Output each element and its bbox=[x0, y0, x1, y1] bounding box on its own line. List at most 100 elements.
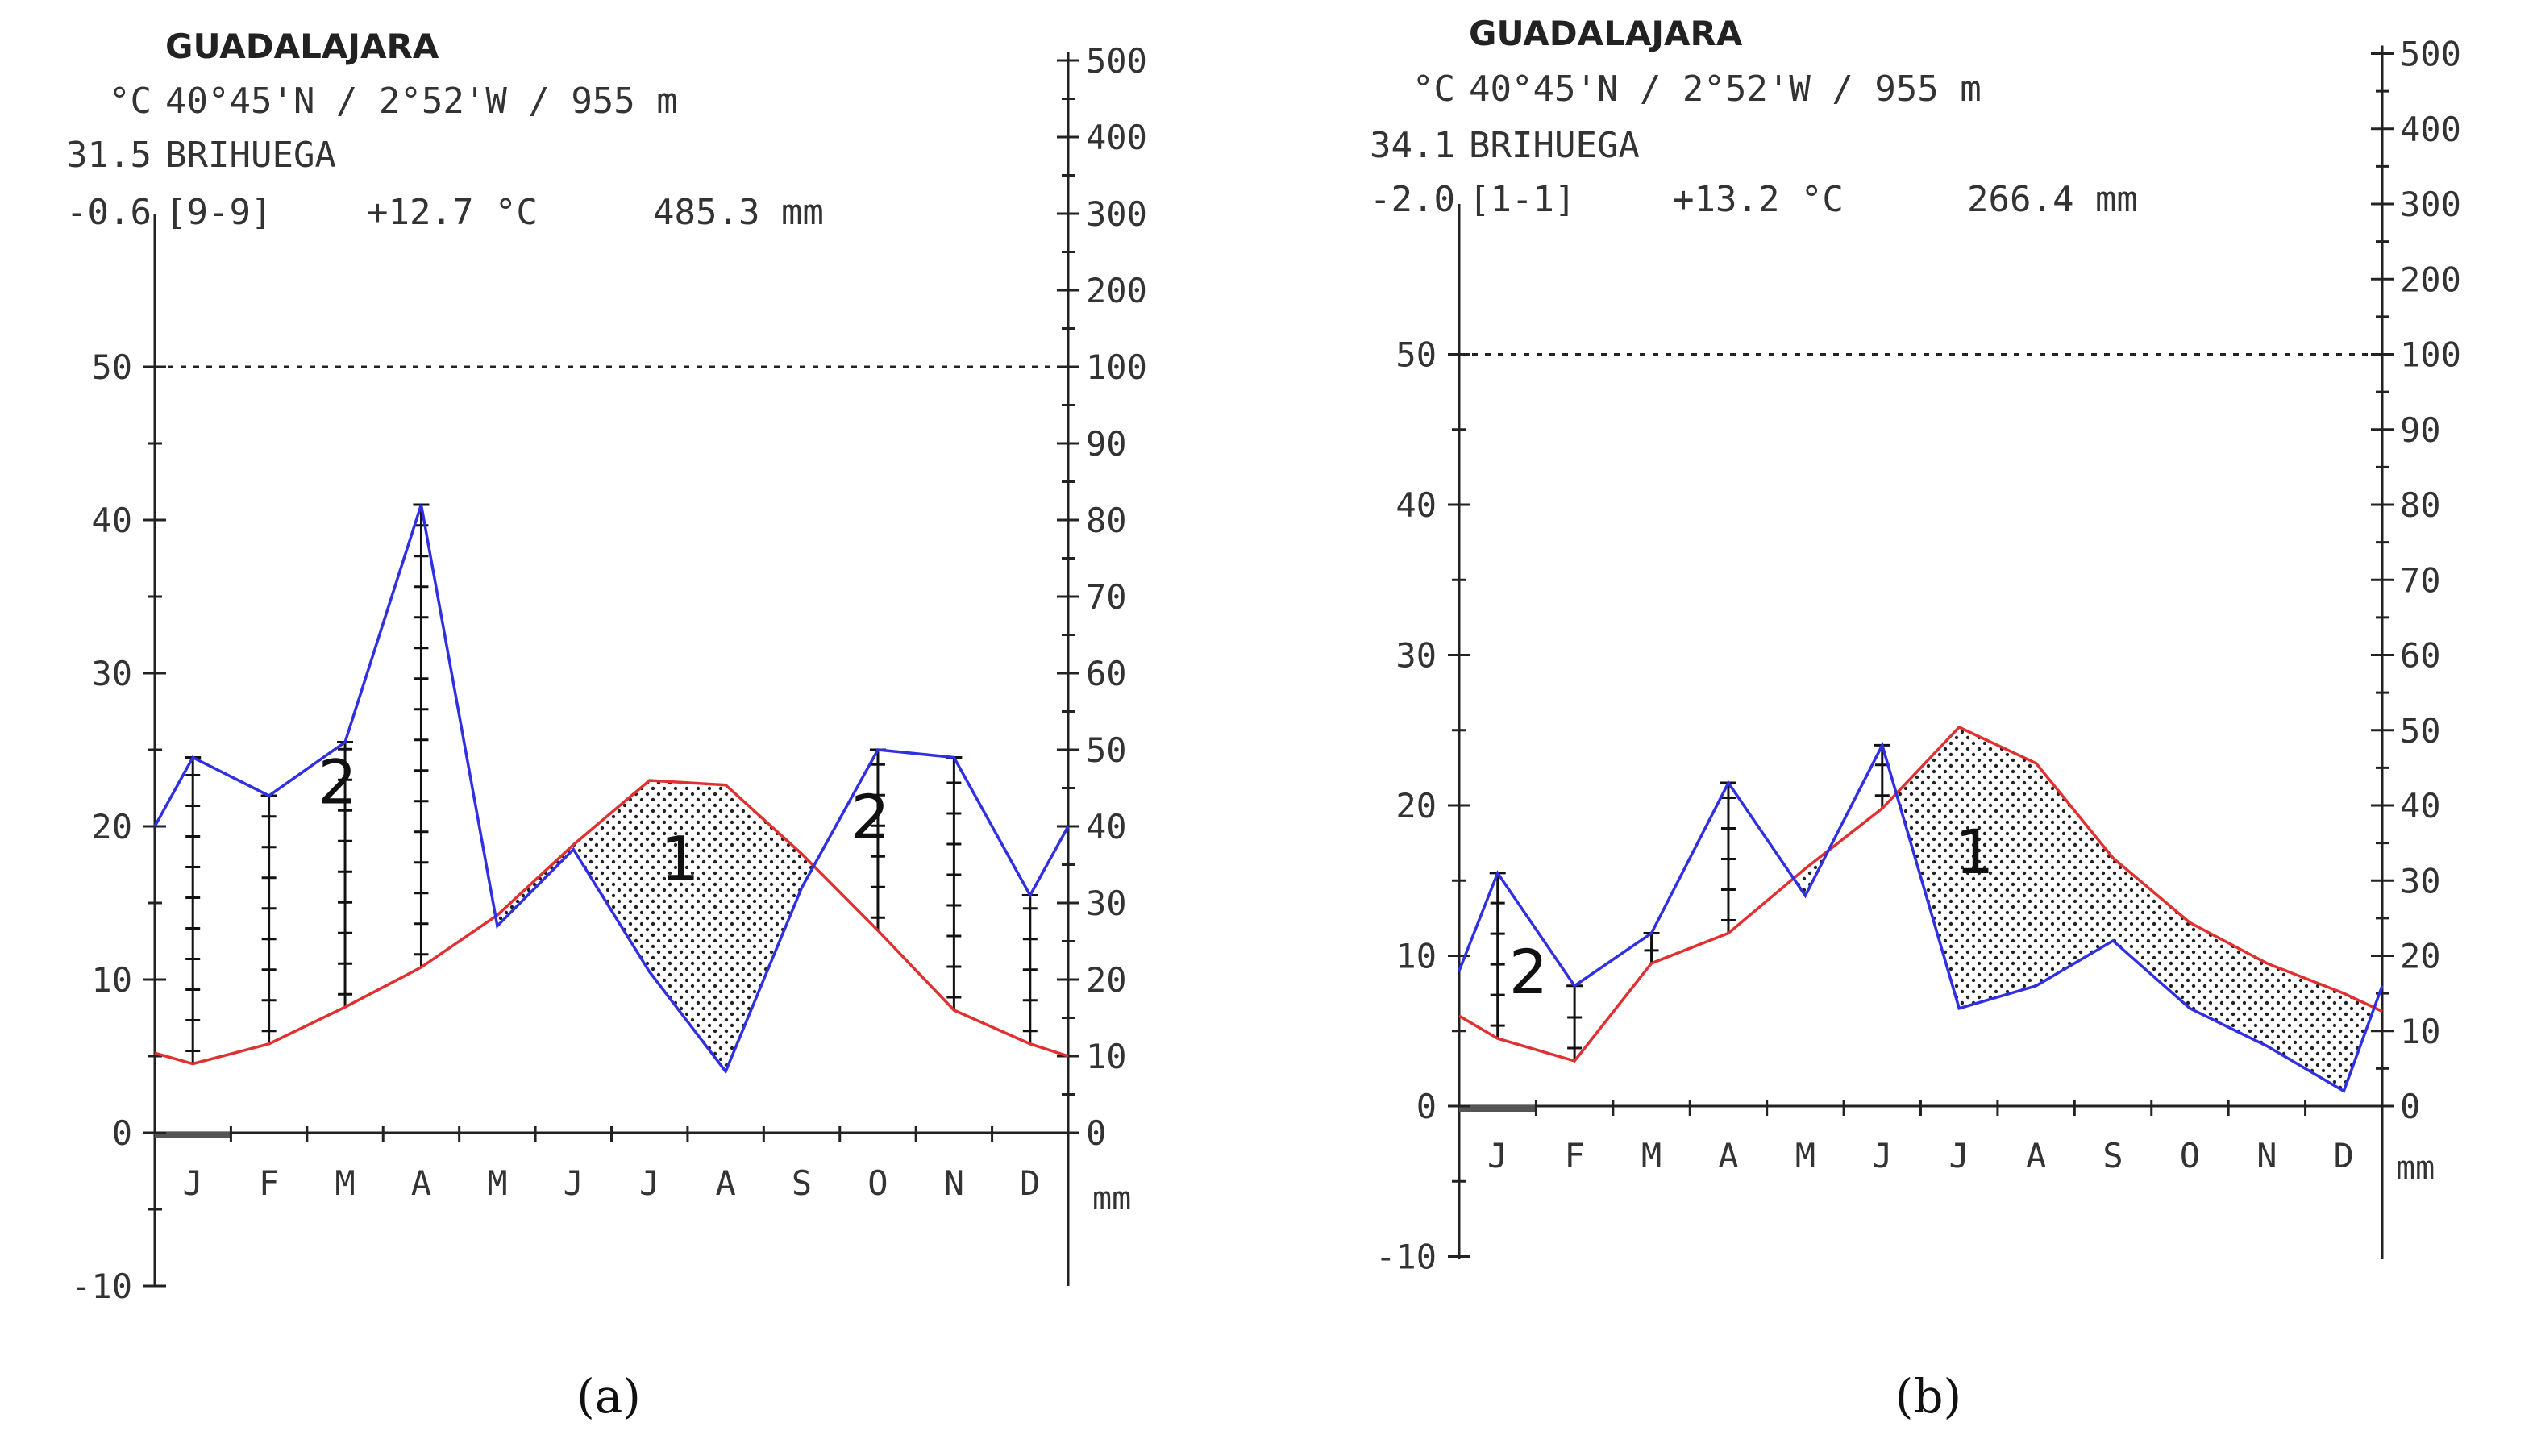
month-label: J bbox=[1872, 1136, 1892, 1175]
precipitation-line bbox=[1458, 741, 2384, 1093]
right-tick-label: 60 bbox=[1086, 654, 1127, 693]
left-tick-label: 40 bbox=[91, 501, 132, 540]
right-tick-label: 0 bbox=[1086, 1113, 1106, 1153]
left-tick-label: 50 bbox=[91, 347, 132, 387]
right-tick-label: 10 bbox=[1086, 1037, 1127, 1076]
panel-label-a: (a) bbox=[576, 1369, 641, 1424]
mean-temp-label: +13.2 °C bbox=[1673, 179, 1844, 220]
right-tick-label: 300 bbox=[2400, 185, 2461, 224]
right-tick-label: 0 bbox=[2400, 1087, 2420, 1126]
left-tick-label: 30 bbox=[1395, 636, 1437, 676]
dry-period-area bbox=[1795, 851, 1827, 896]
month-label: J bbox=[1949, 1136, 1969, 1175]
right-tick-label: 40 bbox=[1086, 807, 1127, 847]
coordinates: 40°45'N / 2°52'W / 955 m bbox=[1469, 69, 1982, 110]
climate-diagram-a: -100102030405001020304050607080901002003… bbox=[66, 27, 1147, 1424]
month-label: O bbox=[2180, 1136, 2200, 1175]
left-tick-label: 10 bbox=[91, 960, 132, 1000]
left-tick-label: 20 bbox=[1395, 786, 1437, 826]
temperature-line bbox=[154, 779, 1069, 1066]
month-label: A bbox=[1718, 1136, 1738, 1175]
right-tick-label: 10 bbox=[2400, 1012, 2441, 1051]
right-tick-label: 200 bbox=[1086, 271, 1147, 310]
precipitation-line bbox=[153, 504, 1070, 1075]
right-tick-label: 20 bbox=[1086, 960, 1127, 1000]
left-tick-label: 10 bbox=[1395, 937, 1437, 976]
area-annotation: 2 bbox=[318, 747, 356, 818]
left-tick-label: -10 bbox=[1375, 1238, 1437, 1277]
right-tick-label: 200 bbox=[2400, 260, 2461, 299]
right-tick-label: 50 bbox=[1086, 730, 1127, 770]
right-tick-label: 400 bbox=[2400, 110, 2461, 149]
station-title: GUADALAJARA bbox=[165, 27, 439, 66]
right-tick-label: 90 bbox=[2400, 410, 2441, 450]
max-temp-label: 31.5 bbox=[66, 135, 152, 176]
left-tick-label: 0 bbox=[112, 1113, 132, 1153]
right-tick-label: 30 bbox=[1086, 884, 1127, 923]
panel-label-b: (b) bbox=[1895, 1369, 1961, 1424]
temp-unit-label: °C bbox=[1412, 69, 1455, 110]
right-tick-label: 400 bbox=[1086, 118, 1147, 157]
min-temp-label: -0.6 bbox=[66, 192, 152, 233]
left-tick-label: -10 bbox=[71, 1267, 132, 1306]
right-tick-label: 30 bbox=[2400, 861, 2441, 901]
annual-precip-label: 485.3 mm bbox=[653, 192, 824, 233]
month-label: M bbox=[1795, 1136, 1815, 1175]
month-label: N bbox=[2256, 1136, 2277, 1175]
month-label: F bbox=[1564, 1136, 1584, 1175]
climate-diagram-b: -100102030405001020304050607080901002003… bbox=[1370, 14, 2461, 1424]
years-label: [1-1] bbox=[1469, 179, 1575, 220]
station-name: BRIHUEGA bbox=[1469, 125, 1640, 166]
area-annotation: 1 bbox=[660, 823, 699, 895]
right-tick-label: 40 bbox=[2400, 786, 2441, 826]
right-tick-label: 80 bbox=[2400, 485, 2441, 525]
month-label: A bbox=[2026, 1136, 2046, 1175]
month-label: M bbox=[487, 1163, 507, 1203]
area-annotation: 2 bbox=[1509, 936, 1548, 1008]
month-label: D bbox=[1020, 1163, 1040, 1203]
month-label: M bbox=[1641, 1136, 1662, 1175]
left-tick-label: 40 bbox=[1395, 485, 1437, 525]
right-tick-label: 50 bbox=[2400, 711, 2441, 751]
month-label: J bbox=[1487, 1136, 1508, 1175]
dry-period-area bbox=[496, 780, 813, 1071]
month-label: M bbox=[335, 1163, 355, 1203]
max-temp-label: 34.1 bbox=[1370, 125, 1455, 166]
right-tick-label: 90 bbox=[1086, 424, 1127, 464]
temp-unit-label: °C bbox=[109, 81, 152, 122]
right-tick-label: 100 bbox=[1086, 347, 1147, 387]
month-label: N bbox=[944, 1163, 964, 1203]
area-annotation: 1 bbox=[1955, 816, 1994, 888]
precip-unit-label: mm bbox=[2396, 1150, 2435, 1187]
right-tick-label: 300 bbox=[1086, 194, 1147, 234]
station-name: BRIHUEGA bbox=[165, 135, 336, 176]
right-tick-label: 100 bbox=[2400, 335, 2461, 375]
precip-unit-label: mm bbox=[1092, 1180, 1131, 1217]
month-label: D bbox=[2334, 1136, 2354, 1175]
month-label: A bbox=[715, 1163, 735, 1203]
month-label: J bbox=[639, 1163, 659, 1203]
left-tick-label: 20 bbox=[91, 807, 132, 847]
right-tick-label: 20 bbox=[2400, 937, 2441, 976]
month-label: S bbox=[2102, 1136, 2123, 1175]
area-annotation: 2 bbox=[851, 781, 889, 853]
station-title: GUADALAJARA bbox=[1469, 14, 1743, 53]
month-label: J bbox=[564, 1163, 584, 1203]
right-tick-label: 60 bbox=[2400, 636, 2441, 676]
right-tick-label: 80 bbox=[1086, 501, 1127, 540]
temperature-line bbox=[1458, 725, 2383, 1063]
right-tick-label: 70 bbox=[1086, 577, 1127, 617]
min-temp-label: -2.0 bbox=[1370, 179, 1455, 220]
right-tick-label: 500 bbox=[2400, 35, 2461, 74]
coordinates: 40°45'N / 2°52'W / 955 m bbox=[165, 81, 678, 122]
dry-period-area bbox=[1897, 727, 2373, 1091]
month-label: S bbox=[792, 1163, 812, 1203]
right-tick-label: 500 bbox=[1086, 41, 1147, 81]
left-tick-label: 0 bbox=[1416, 1087, 1437, 1126]
month-label: A bbox=[411, 1163, 431, 1203]
left-tick-label: 50 bbox=[1395, 335, 1437, 375]
years-label: [9-9] bbox=[165, 192, 272, 233]
annual-precip-label: 266.4 mm bbox=[1967, 179, 2138, 220]
right-tick-label: 70 bbox=[2400, 560, 2441, 600]
